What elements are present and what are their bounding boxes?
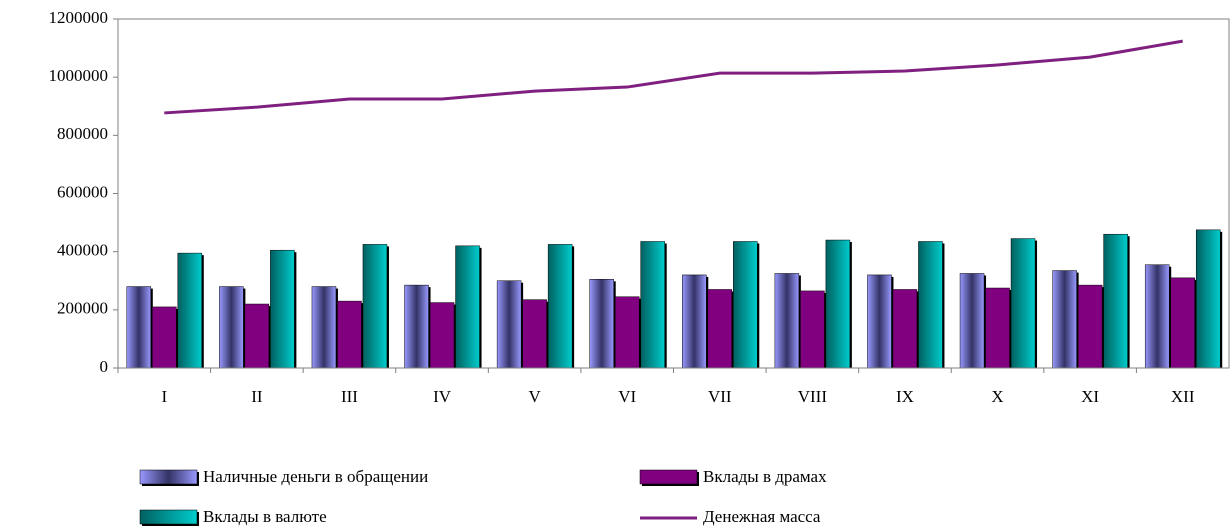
x-tick-label: X	[991, 387, 1003, 406]
bar	[177, 252, 203, 369]
bar	[614, 296, 640, 369]
bar	[1052, 270, 1077, 369]
bar	[1170, 277, 1195, 369]
bar	[404, 284, 429, 369]
bar	[547, 244, 573, 369]
legend-label: Наличные деньги в обращении	[203, 467, 428, 486]
bar	[589, 279, 614, 369]
bar	[825, 239, 851, 369]
bar	[429, 302, 455, 369]
legend-label: Вклады в валюте	[203, 507, 327, 526]
legend-swatch	[139, 469, 198, 485]
bar	[522, 299, 547, 369]
bar	[867, 274, 892, 369]
x-tick-label: I	[161, 387, 167, 406]
legend-swatch	[639, 469, 698, 485]
bar	[959, 273, 985, 369]
y-tick-label: 0	[100, 357, 109, 376]
bar	[496, 280, 522, 369]
bar	[733, 241, 758, 369]
bar	[219, 286, 244, 369]
bar	[337, 300, 362, 369]
y-tick-label: 1200000	[49, 8, 109, 27]
bar	[1103, 233, 1128, 369]
bar	[985, 287, 1010, 369]
legend-label: Вклады в драмах	[703, 467, 827, 486]
bar	[311, 286, 337, 369]
x-tick-label: VI	[618, 387, 636, 406]
bar	[707, 289, 733, 369]
bar	[362, 244, 388, 369]
bar	[892, 289, 918, 369]
x-tick-label: XI	[1081, 387, 1099, 406]
bar	[1077, 284, 1103, 369]
x-tick-label: VII	[708, 387, 732, 406]
y-tick-label: 1000000	[49, 66, 109, 85]
bar	[455, 245, 480, 369]
x-tick-label: VIII	[798, 387, 828, 406]
x-tick-label: IV	[433, 387, 452, 406]
bar	[682, 274, 707, 369]
y-tick-label: 600000	[57, 182, 108, 201]
bar	[1010, 238, 1036, 369]
x-tick-label: V	[528, 387, 541, 406]
legend-label: Денежная масса	[703, 507, 821, 526]
legend-swatch	[139, 509, 198, 525]
bar	[126, 286, 152, 369]
bar	[152, 306, 177, 369]
y-tick-label: 400000	[57, 241, 108, 260]
x-tick-label: XII	[1171, 387, 1195, 406]
bar	[640, 241, 665, 369]
bar	[270, 249, 295, 369]
x-tick-label: III	[341, 387, 358, 406]
x-tick-label: IX	[896, 387, 914, 406]
y-tick-label: 800000	[57, 124, 108, 143]
bar	[918, 241, 943, 369]
bar	[1195, 229, 1221, 369]
x-tick-label: II	[251, 387, 263, 406]
y-tick-label: 200000	[57, 299, 108, 318]
bar	[800, 290, 825, 369]
bar	[1144, 264, 1170, 369]
bar	[774, 273, 800, 369]
bar	[244, 303, 270, 369]
line	[164, 39, 1183, 115]
